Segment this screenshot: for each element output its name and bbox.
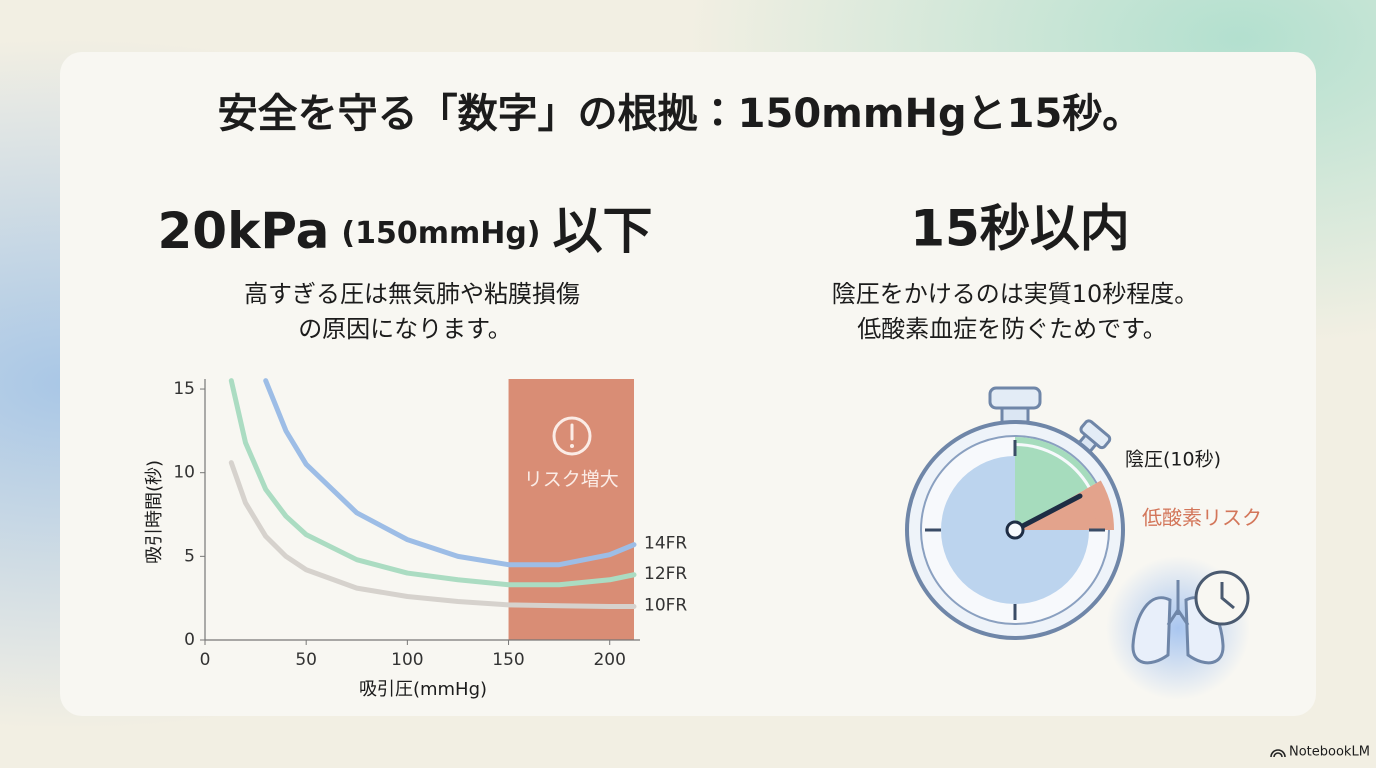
x-tick-label: 50: [295, 650, 317, 670]
series-label: 14FR: [644, 534, 687, 554]
heading-part: 20kPa: [157, 202, 329, 260]
crown: [988, 386, 1042, 410]
footer: NotebookLM: [1270, 745, 1370, 760]
warning-icon: [552, 416, 592, 456]
risk-arc: [1085, 480, 1115, 531]
risk-zone-label: リスク増大: [524, 469, 619, 491]
series-label: 10FR: [644, 596, 687, 616]
heading-part: 以下: [553, 202, 653, 260]
lung-icon: [1106, 556, 1250, 700]
suction-arc: [1014, 436, 1096, 487]
x-axis-label: 吸引圧(mmHg): [359, 679, 487, 700]
x-tick-label: 200: [593, 650, 625, 670]
right-description: 陰圧をかけるのは実質10秒程度。: [832, 280, 1199, 308]
pivot: [1005, 520, 1025, 540]
heading-part: (150mmHg): [341, 216, 540, 251]
footer-brand: NotebookLM: [1289, 745, 1370, 760]
left-heading: 20kPa (150mmHg) 以下: [157, 202, 652, 260]
y-tick-label: 15: [173, 379, 195, 399]
x-tick-label: 100: [391, 650, 423, 670]
stopwatch: [905, 386, 1125, 640]
series-line: [228, 378, 637, 588]
series-line: [228, 460, 637, 610]
right-heading: 15秒以内: [910, 200, 1130, 258]
series-line: [263, 378, 637, 568]
y-tick-label: 10: [173, 463, 195, 483]
hour-marks: [925, 440, 1105, 620]
y-axis-label: 吸引時間(秒): [144, 460, 165, 564]
hand: [1012, 493, 1083, 533]
x-tick-label: 0: [200, 650, 211, 670]
left-description: の原因になります。: [298, 315, 512, 343]
x-tick-label: 150: [492, 650, 524, 670]
y-tick-label: 5: [184, 546, 195, 566]
side-button: [1074, 419, 1112, 457]
series-label: 12FR: [644, 564, 687, 584]
suction-wedge: [1015, 446, 1088, 530]
risk-label: 低酸素リスク: [1142, 506, 1262, 530]
right-description: 低酸素血症を防ぐためです。: [857, 315, 1167, 343]
slide-title: 安全を守る「数字」の根拠：150mmHgと15秒。: [218, 91, 1143, 137]
left-description: 高すぎる圧は無気肺や粘膜損傷: [244, 280, 580, 308]
suction-label: 陰圧(10秒): [1125, 449, 1221, 471]
risk-zone: [508, 379, 634, 640]
y-tick-label: 0: [184, 630, 195, 650]
